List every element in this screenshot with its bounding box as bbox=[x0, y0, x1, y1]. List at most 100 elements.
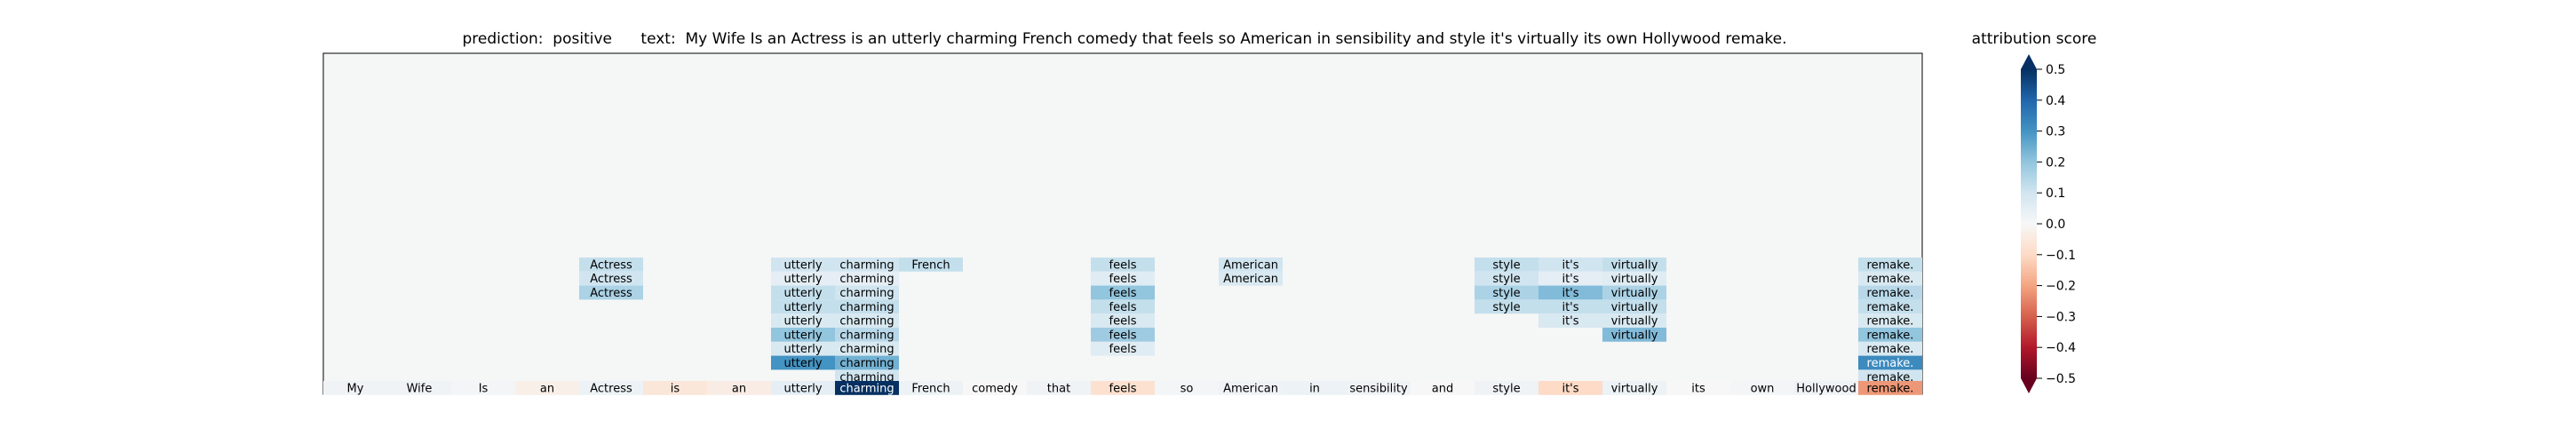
perturbed-token-cell bbox=[1091, 271, 1155, 286]
perturbed-token-cell bbox=[771, 328, 835, 342]
perturbed-token-cell bbox=[1091, 313, 1155, 328]
text-prefix: text: bbox=[640, 30, 676, 48]
perturbed-token-label: virtually bbox=[1611, 301, 1658, 314]
perturbed-token: American bbox=[1219, 271, 1283, 286]
perturbed-token: utterly bbox=[771, 341, 835, 356]
perturbed-token-cell bbox=[835, 341, 899, 356]
base-token: Wife bbox=[387, 381, 451, 395]
base-token-cell bbox=[1347, 381, 1411, 395]
perturbed-token: it's bbox=[1538, 313, 1602, 329]
base-token-cell bbox=[963, 381, 1027, 395]
colorbar-tick-label: 0.4 bbox=[2046, 94, 2065, 108]
perturbed-token-label: style bbox=[1492, 258, 1520, 272]
perturbed-token: remake. bbox=[1858, 328, 1922, 342]
perturbed-token: utterly bbox=[771, 355, 835, 370]
base-token-label: feels bbox=[1109, 382, 1137, 395]
perturbed-token-cell bbox=[835, 313, 899, 328]
colorbar-tick-label: −0.2 bbox=[2046, 280, 2076, 294]
perturbed-token-cell bbox=[835, 258, 899, 272]
perturbed-token-cell bbox=[835, 299, 899, 314]
perturbed-token-cell bbox=[1538, 271, 1602, 286]
colorbar-tick-label: −0.5 bbox=[2046, 372, 2076, 386]
perturbed-token-label: virtually bbox=[1611, 273, 1658, 286]
perturbed-token-cell bbox=[1602, 299, 1666, 314]
base-token-label: Hollywood bbox=[1796, 382, 1856, 395]
perturbed-token: American bbox=[1219, 258, 1283, 272]
base-token-label: utterly bbox=[783, 382, 822, 395]
perturbed-token-cell bbox=[835, 285, 899, 300]
base-token-cell bbox=[1794, 381, 1858, 395]
perturbed-token-label: charming bbox=[839, 273, 894, 286]
perturbed-token-cell bbox=[1538, 285, 1602, 300]
perturbed-token-label: remake. bbox=[1867, 343, 1914, 356]
perturbed-token-label: style bbox=[1492, 273, 1520, 286]
perturbed-token-label: utterly bbox=[783, 287, 822, 300]
sentence-text: My Wife Is an Actress is an utterly char… bbox=[685, 30, 1787, 48]
perturbed-token-label: feels bbox=[1109, 258, 1137, 272]
base-token-cell bbox=[1219, 381, 1283, 395]
perturbed-token-label: charming bbox=[839, 357, 894, 370]
perturbed-token-label: virtually bbox=[1611, 287, 1658, 300]
colorbar-tick-label: −0.3 bbox=[2046, 310, 2076, 324]
perturbed-token-cell bbox=[1602, 258, 1666, 272]
perturbed-token-cell bbox=[771, 341, 835, 356]
base-token: virtually bbox=[1602, 381, 1666, 395]
perturbed-token-label: feels bbox=[1109, 343, 1137, 356]
base-token-label: and bbox=[1432, 382, 1453, 395]
base-token-label: an bbox=[540, 382, 554, 395]
base-token: French bbox=[899, 381, 963, 395]
perturbed-token: French bbox=[899, 258, 963, 272]
perturbed-token-label: charming bbox=[839, 343, 894, 356]
perturbed-token-label: utterly bbox=[783, 301, 822, 314]
perturbed-token-label: feels bbox=[1109, 329, 1137, 342]
perturbed-token-label: utterly bbox=[783, 329, 822, 342]
perturbed-token-label: utterly bbox=[783, 315, 822, 329]
base-token-label: its bbox=[1691, 382, 1705, 395]
base-token-label: charming bbox=[839, 382, 894, 395]
perturbed-token: charming bbox=[835, 355, 899, 370]
perturbed-token: virtually bbox=[1602, 328, 1666, 342]
perturbed-token-cell bbox=[1091, 299, 1155, 314]
perturbed-token-cell bbox=[835, 271, 899, 286]
colorbar: 0.5 0.4 0.3 0.2 0.1 0.0 −0.1 −0.2 −0.3 −0.4 −0.5 bbox=[2021, 54, 2076, 393]
base-token-cell bbox=[515, 381, 579, 395]
perturbed-token-cell bbox=[1602, 328, 1666, 342]
colorbar-ticks: 0.5 0.4 0.3 0.2 0.1 0.0 −0.1 −0.2 −0.3 −0.4 −0.5 bbox=[2037, 63, 2076, 386]
perturbed-token-cell bbox=[579, 258, 643, 272]
perturbed-token: utterly bbox=[771, 258, 835, 272]
perturbed-token-cell bbox=[1858, 369, 1922, 385]
base-token-label: an bbox=[732, 382, 746, 395]
perturbed-token-cell bbox=[1858, 341, 1922, 356]
colorbar-tick-label: 0.5 bbox=[2046, 63, 2065, 77]
perturbed-token-cell bbox=[1538, 299, 1602, 314]
base-token: so bbox=[1155, 381, 1219, 395]
perturbed-token: charming bbox=[835, 313, 899, 329]
perturbed-token: remake. bbox=[1858, 285, 1922, 300]
perturbed-token: virtually bbox=[1602, 271, 1666, 286]
perturbed-token: feels bbox=[1091, 285, 1155, 300]
colorbar-bottom-extension bbox=[2021, 378, 2037, 393]
perturbed-token-label: charming bbox=[839, 329, 894, 342]
base-token: feels bbox=[1091, 381, 1155, 395]
colorbar-tick-label: 0.0 bbox=[2046, 218, 2065, 232]
perturbed-token-cell bbox=[1858, 328, 1922, 342]
perturbed-token-label: remake. bbox=[1867, 357, 1914, 370]
perturbed-token: it's bbox=[1538, 271, 1602, 286]
perturbed-token-label: it's bbox=[1562, 273, 1578, 286]
perturbed-token-label: it's bbox=[1562, 301, 1578, 314]
perturbed-token-label: virtually bbox=[1611, 329, 1658, 342]
base-token: and bbox=[1411, 381, 1475, 395]
base-token-cell bbox=[771, 381, 835, 395]
base-token: an bbox=[707, 381, 771, 395]
perturbed-token-cell bbox=[771, 285, 835, 300]
base-token-label: in bbox=[1309, 382, 1320, 395]
perturbed-token-cell bbox=[1091, 258, 1155, 272]
base-token-cell bbox=[451, 381, 515, 395]
perturbed-token-label: it's bbox=[1562, 258, 1578, 272]
perturbed-token-label: it's bbox=[1562, 287, 1578, 300]
perturbed-token: remake. bbox=[1858, 299, 1922, 314]
perturbed-token: remake. bbox=[1858, 355, 1922, 370]
perturbed-token-label: utterly bbox=[783, 343, 822, 356]
base-token-label: Is bbox=[479, 382, 489, 395]
colorbar-tick-label: −0.4 bbox=[2046, 341, 2076, 355]
